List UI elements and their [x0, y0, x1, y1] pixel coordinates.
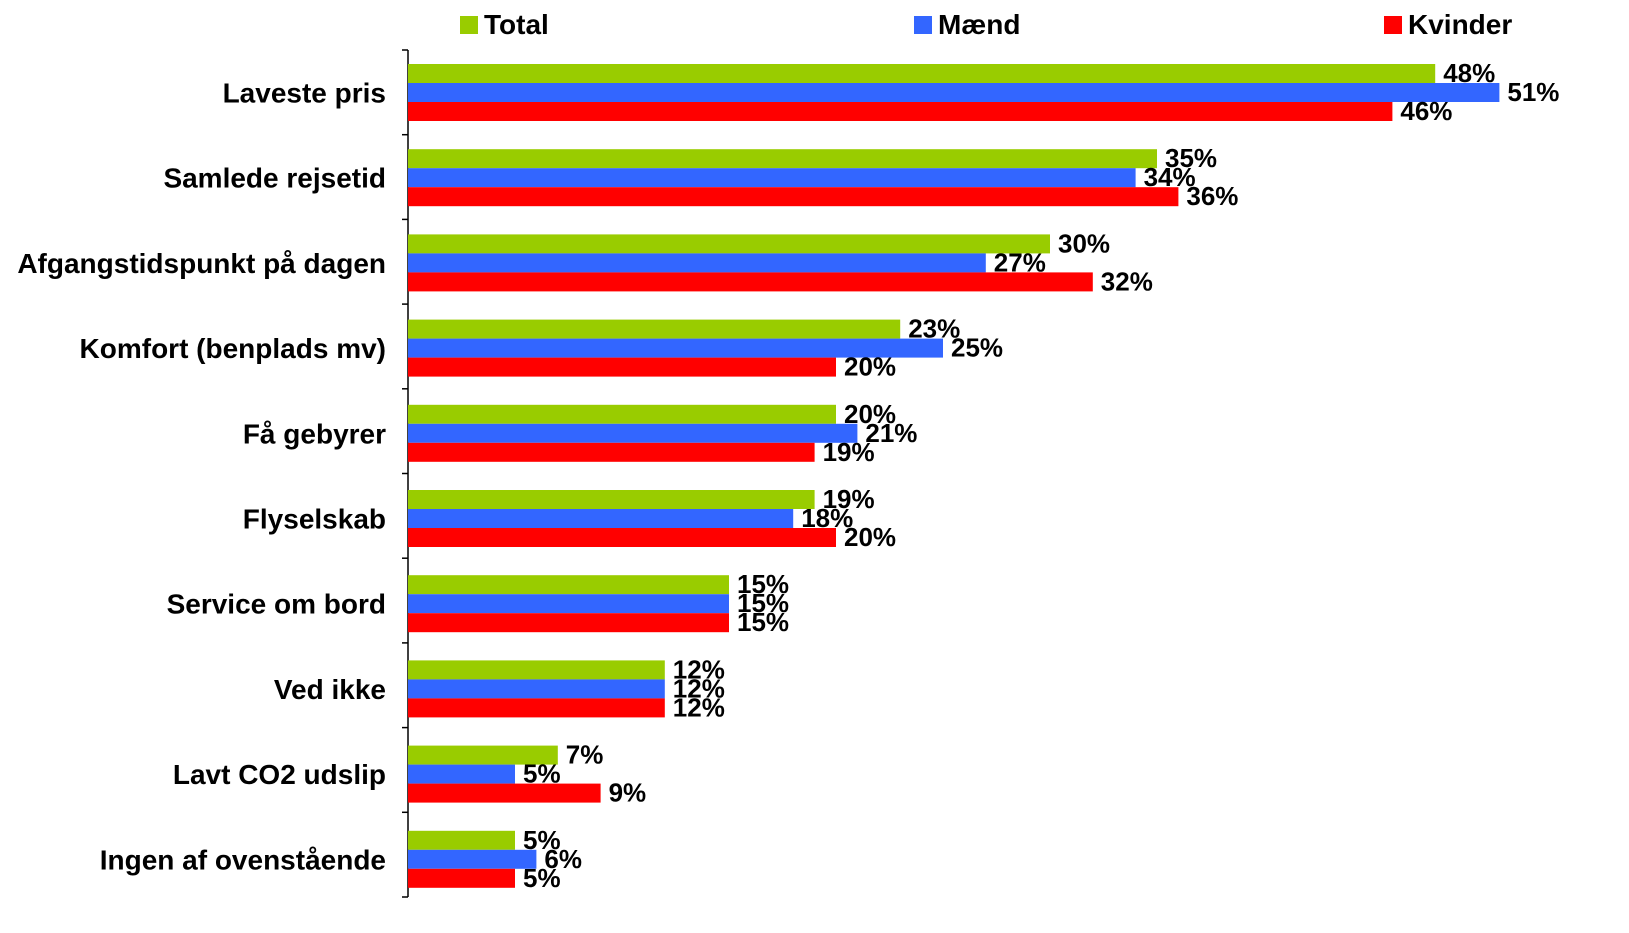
category-label: Ved ikke: [274, 674, 386, 705]
category-label: Service om bord: [167, 589, 386, 620]
bar-total: [408, 64, 1436, 83]
category-label: Få gebyrer: [243, 418, 386, 449]
bar-kvinder: [408, 868, 515, 888]
value-label-m-nd: 34%: [1144, 162, 1196, 192]
bar-kvinder: [408, 613, 729, 633]
bar-kvinder: [408, 187, 1179, 207]
bar-total: [408, 660, 665, 680]
value-label-kvinder: 15%: [737, 607, 789, 637]
bar-m-nd: [408, 253, 986, 273]
bar-m-nd: [408, 849, 537, 869]
category-label: Komfort (benplads mv): [80, 333, 386, 364]
value-label-total: 35%: [1165, 143, 1217, 173]
bar-m-nd: [408, 338, 943, 358]
value-label-kvinder: 20%: [844, 352, 896, 382]
value-label-m-nd: 18%: [801, 503, 853, 533]
value-label-m-nd: 6%: [544, 844, 582, 874]
bar-m-nd: [408, 509, 794, 528]
bar-kvinder: [408, 783, 601, 803]
bar-kvinder: [408, 442, 815, 462]
value-label-total: 23%: [908, 314, 960, 344]
legend-swatch-kvinder: [1384, 16, 1402, 34]
bar-kvinder: [408, 528, 836, 547]
bar-kvinder: [408, 102, 1393, 121]
bar-m-nd: [408, 83, 1500, 102]
value-label-total: 7%: [566, 740, 604, 770]
value-label-total: 12%: [673, 654, 725, 684]
category-label: Ingen af ovenstående: [100, 844, 386, 875]
bar-total: [408, 745, 558, 765]
bar-m-nd: [408, 764, 515, 784]
value-label-m-nd: 27%: [994, 247, 1046, 277]
value-label-m-nd: 51%: [1507, 77, 1559, 107]
bar-m-nd: [408, 423, 858, 443]
legend-label-kvinder: Kvinder: [1408, 9, 1512, 40]
value-label-kvinder: 20%: [844, 522, 896, 552]
bar-total: [408, 830, 515, 850]
bar-m-nd: [408, 679, 665, 699]
value-label-m-nd: 25%: [951, 333, 1003, 363]
bar-total: [408, 234, 1050, 254]
category-label: Lavt CO2 udslip: [173, 759, 386, 790]
legend-swatch-m-nd: [914, 16, 932, 34]
bar-m-nd: [408, 168, 1136, 188]
bar-total: [408, 404, 836, 424]
value-label-kvinder: 36%: [1186, 181, 1238, 211]
value-label-total: 5%: [523, 825, 561, 855]
value-label-kvinder: 32%: [1101, 266, 1153, 296]
bar-kvinder: [408, 272, 1093, 292]
value-label-kvinder: 19%: [823, 437, 875, 467]
bar-kvinder: [408, 357, 836, 377]
value-label-m-nd: 21%: [865, 418, 917, 448]
bar-total: [408, 149, 1157, 169]
bar-total: [408, 490, 815, 509]
legend: Total Mænd Kvinder: [460, 9, 1512, 40]
category-label: Laveste pris: [223, 78, 386, 109]
legend-label-total: Total: [484, 9, 549, 40]
value-label-m-nd: 15%: [737, 588, 789, 618]
category-axis: [402, 49, 409, 898]
value-label-total: 19%: [823, 484, 875, 514]
value-label-kvinder: 9%: [609, 778, 647, 808]
value-label-total: 30%: [1058, 228, 1110, 258]
bar-m-nd: [408, 594, 729, 614]
bar-kvinder: [408, 698, 665, 718]
category-label: Samlede rejsetid: [163, 163, 386, 194]
value-label-kvinder: 12%: [673, 692, 725, 722]
category-label: Afgangstidspunkt på dagen: [17, 248, 386, 279]
value-label-kvinder: 5%: [523, 863, 561, 893]
legend-swatch-total: [460, 16, 478, 34]
bar-total: [408, 319, 901, 339]
category-label: Flyselskab: [243, 504, 386, 535]
value-label-total: 48%: [1443, 58, 1495, 88]
bar-total: [408, 575, 729, 595]
value-label-m-nd: 5%: [523, 759, 561, 789]
value-label-m-nd: 12%: [673, 673, 725, 703]
labels: Laveste pris 48% 51% 46% Samlede rejsetid 35%…: [17, 58, 1559, 893]
legend-label-m-nd: Mænd: [938, 9, 1020, 40]
value-label-total: 20%: [844, 399, 896, 429]
value-label-total: 15%: [737, 569, 789, 599]
value-label-kvinder: 46%: [1400, 96, 1452, 126]
bars: [408, 64, 1500, 888]
